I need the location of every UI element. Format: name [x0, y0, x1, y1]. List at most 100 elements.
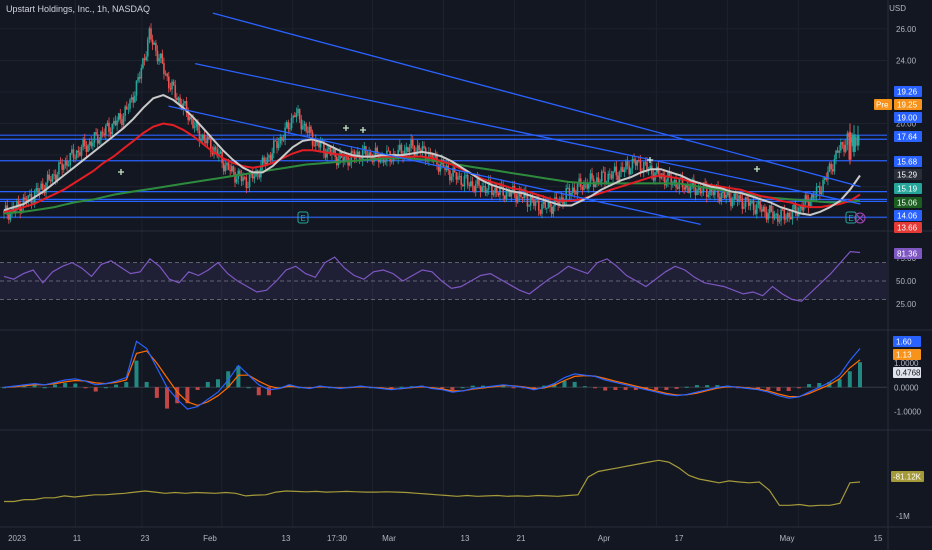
price-badge[interactable]: 14.06: [894, 210, 922, 221]
candle-body: [29, 194, 31, 196]
candle-body: [169, 88, 172, 90]
candle-body: [701, 191, 703, 194]
volume-indicator-line: [4, 459, 861, 507]
chart-title[interactable]: Upstart Holdings, Inc., 1h, NASDAQ: [6, 4, 151, 14]
candle-body: [117, 113, 120, 121]
trend-line[interactable]: [168, 105, 701, 226]
candle-body: [437, 164, 440, 172]
split-event-icon[interactable]: [854, 212, 866, 224]
price-badge-background: [894, 222, 922, 233]
trend-lines[interactable]: [168, 12, 861, 226]
candle-body: [80, 146, 83, 156]
candle-body: [848, 132, 852, 160]
candle-body: [568, 187, 571, 196]
macd-histogram-bar: [684, 386, 689, 388]
candle-body: [618, 171, 621, 181]
candle-body: [491, 184, 493, 195]
candle-body: [714, 187, 716, 195]
candle-body: [581, 186, 584, 190]
candle-body: [620, 167, 622, 172]
candle-body: [760, 209, 763, 212]
time-axis[interactable]: 2023 11 23 Feb 13 17:30 Mar 13 21 Apr 17 May 15: [8, 534, 883, 543]
price-badge[interactable]: 17.64: [894, 131, 922, 142]
price-badge[interactable]: 15.06: [894, 197, 922, 208]
candle-body: [718, 197, 721, 202]
rsi-badge[interactable]: 81.36: [894, 248, 922, 259]
candle-body: [474, 183, 477, 192]
price-badge-background: [894, 99, 922, 110]
macd-pane[interactable]: [0, 340, 887, 410]
candle-body: [521, 197, 524, 199]
macd-histogram-bar: [52, 384, 57, 388]
candle-body: [431, 152, 433, 161]
candle-body: [9, 211, 12, 220]
marker-cross: [343, 125, 349, 131]
candle-body: [399, 144, 401, 150]
candle-body: [234, 171, 236, 183]
volume-tick-label: -1M: [896, 512, 910, 521]
price-badge[interactable]: 15.68: [894, 156, 922, 167]
candle-body: [609, 173, 611, 175]
candle-body: [90, 141, 93, 147]
candle-body: [462, 184, 464, 187]
price-badge[interactable]: Pre 19.25: [874, 99, 922, 110]
rsi-pane[interactable]: [0, 250, 887, 302]
volume-pane[interactable]: [4, 459, 861, 507]
price-badge[interactable]: 19.26: [894, 86, 922, 97]
candle-body: [756, 204, 758, 214]
macd-histogram-bar: [501, 385, 506, 388]
candle-body: [216, 149, 219, 157]
price-badge-background: [894, 183, 922, 194]
time-tick-label: Feb: [203, 534, 217, 543]
volume-axis[interactable]: -1M -81.12K: [891, 471, 924, 521]
candle-body: [266, 157, 269, 166]
price-badge[interactable]: 15.29: [894, 169, 922, 180]
macd-axis[interactable]: 1.0000 0.0000 -1.0000 1.60 1.13 0.4768: [893, 336, 922, 416]
candle-body: [166, 73, 168, 77]
macd-histogram-bar: [63, 383, 68, 388]
volume-badge[interactable]: -81.12K: [891, 471, 924, 482]
earnings-event-box: [297, 211, 309, 224]
candle-body: [449, 170, 451, 181]
candle-body: [567, 187, 569, 189]
candle-body: [113, 120, 115, 124]
candle-body: [636, 160, 639, 166]
candle-body: [77, 150, 80, 153]
candle-body: [415, 152, 417, 156]
price-badge[interactable]: 13.66: [894, 222, 922, 233]
candle-body: [134, 95, 136, 103]
candle-body: [96, 134, 99, 144]
trend-line[interactable]: [212, 12, 861, 188]
price-badge[interactable]: 15.19: [894, 183, 922, 194]
candle-body: [626, 161, 629, 166]
macd-badge[interactable]: 0.4768: [893, 367, 921, 378]
candle-body: [319, 142, 322, 148]
price-badge-background: [894, 131, 922, 142]
candle-body: [470, 181, 472, 187]
candle-body: [248, 174, 251, 188]
trend-line[interactable]: [195, 62, 861, 205]
earnings-event-icon[interactable]: E: [845, 211, 857, 224]
candle-body: [726, 189, 729, 195]
candle-body: [156, 50, 159, 62]
macd-badge-background: [893, 349, 921, 360]
earnings-event-icon[interactable]: E: [297, 211, 309, 224]
macd-badge[interactable]: 1.60: [893, 336, 921, 347]
candle-body: [770, 205, 773, 212]
time-tick-label: 13: [461, 534, 470, 543]
candle-body: [119, 113, 122, 120]
candle-body: [547, 201, 550, 208]
price-axis[interactable]: 26.0024.0022.0020.0019.26Pre19.2519.0017…: [874, 25, 922, 233]
candle-body: [101, 131, 104, 134]
candle-body: [819, 186, 821, 195]
candle-body: [571, 187, 574, 193]
macd-histogram-bar: [705, 385, 710, 388]
time-tick-label: 2023: [8, 534, 26, 543]
candle-body: [463, 176, 466, 187]
macd-badge[interactable]: 1.13: [893, 349, 921, 360]
macd-histogram-bar: [786, 387, 791, 391]
price-badge[interactable]: 19.00: [894, 112, 922, 123]
